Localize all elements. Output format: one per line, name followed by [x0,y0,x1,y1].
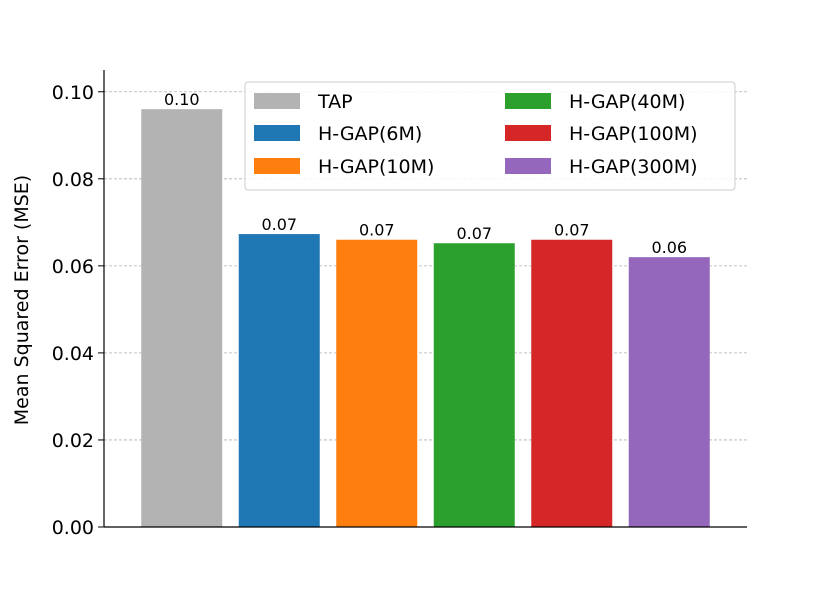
legend-label: H-GAP(6M) [318,123,422,145]
y-tick-label: 0.08 [52,169,94,191]
bar-tap [141,109,223,528]
y-tick-label: 0.10 [52,82,94,104]
bar-h-gap-10m [336,239,418,527]
y-tick-label: 0.04 [52,343,94,365]
legend-swatch [254,93,300,109]
y-axis-title: Mean Squared Error (MSE) [11,175,33,425]
legend-swatch [505,158,551,174]
y-tick-label: 0.00 [52,517,94,539]
bar-h-gap-300m [628,257,710,527]
bar-value-label: 0.10 [164,90,200,109]
bar-value-label: 0.06 [651,238,687,257]
legend-label: H-GAP(40M) [569,91,685,113]
bar-h-gap-6m [238,234,320,527]
legend-swatch [505,125,551,141]
y-tick-label: 0.06 [52,256,94,278]
y-ticks: 0.00 0.02 0.04 0.06 0.08 0.10 [52,82,104,539]
legend-label: H-GAP(300M) [569,156,698,178]
legend-box [244,81,736,191]
bar-value-label: 0.07 [456,224,492,243]
y-tick-label: 0.02 [52,430,94,452]
bar-h-gap-100m [531,239,613,527]
legend-label: H-GAP(10M) [318,156,434,178]
axes [103,70,747,528]
legend-swatch [254,125,300,141]
bar-value-label: 0.07 [261,215,297,234]
legend-label: H-GAP(100M) [569,123,698,145]
legend-label: TAP [317,91,353,113]
bar-value-label: 0.07 [359,221,395,240]
bar-h-gap-40m [433,243,515,527]
legend-swatch [505,93,551,109]
bars: 0.10 0.07 0.07 0.07 0.07 0.06 [141,90,710,528]
legend-swatch [254,158,300,174]
bar-value-label: 0.07 [554,221,590,240]
legend: TAP H-GAP(40M) H-GAP(6M) H-GAP(100M) H-GAP(1… [244,81,736,191]
